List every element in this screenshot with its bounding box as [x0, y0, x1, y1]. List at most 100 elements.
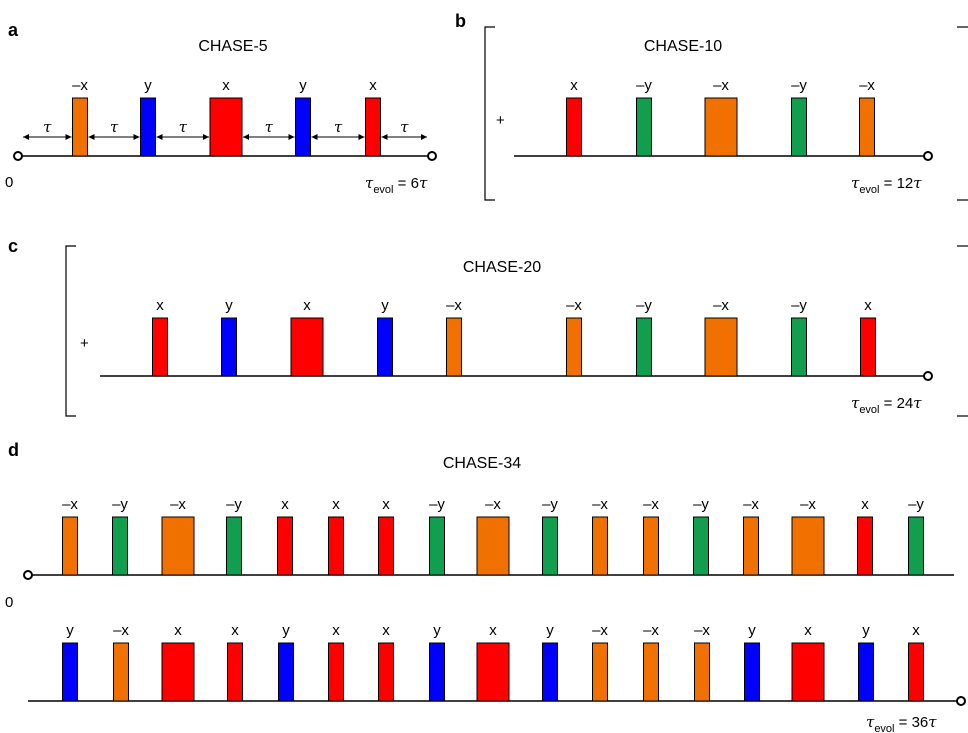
pulse-x	[227, 642, 243, 702]
pulse-minus-y	[429, 516, 445, 576]
pulse-x	[791, 642, 825, 702]
pulse-phase-label: x	[861, 496, 869, 513]
sequence-title: CHASE-34	[443, 455, 521, 472]
pulse-phase-label: –x	[743, 496, 759, 513]
pulse-phase-label: –y	[693, 496, 709, 513]
pulse-phase-label: –x	[694, 622, 710, 639]
pulse-minus-x	[592, 516, 608, 576]
pulse-minus-y	[693, 516, 709, 576]
pulse-phase-label: x	[332, 496, 340, 513]
pulse-phase-label: x	[804, 622, 812, 639]
pulse-phase-label: –y	[791, 297, 807, 314]
pulse-phase-label: y	[748, 622, 756, 639]
tau-interval: τ	[88, 118, 140, 140]
pulse-minus-x	[743, 516, 759, 576]
sequence-title: CHASE-5	[198, 38, 267, 55]
pulse-phase-label: x	[382, 496, 390, 513]
pulse-minus-x	[62, 516, 78, 576]
panel-letter-c: c	[8, 236, 18, 256]
pulse-x	[290, 317, 324, 377]
pulse-y	[278, 642, 294, 702]
tau-interval: τ	[156, 118, 209, 140]
pulse-phase-label: –y	[636, 77, 652, 94]
pulse-minus-y	[636, 317, 652, 377]
pulse-x	[328, 516, 344, 576]
pulse-phase-label: y	[862, 622, 870, 639]
sequence-title: CHASE-20	[463, 259, 541, 276]
pulse-phase-label: x	[332, 622, 340, 639]
pulse-x	[378, 642, 394, 702]
pulse-phase-label: x	[382, 622, 390, 639]
pulse-phase-label: –x	[72, 77, 88, 94]
pulse-phase-label: –x	[643, 622, 659, 639]
pulse-phase-label: –x	[170, 496, 186, 513]
pulse-minus-x	[72, 97, 88, 157]
pulse-y	[295, 97, 311, 157]
tau-interval: τ	[243, 118, 295, 140]
tau-label: τ	[400, 118, 409, 136]
pulse-phase-label: –y	[636, 297, 652, 314]
pulse-minus-x	[643, 516, 659, 576]
pulse-minus-y	[636, 97, 652, 157]
pulse-phase-label: –x	[485, 496, 501, 513]
pulse-minus-x	[791, 516, 825, 576]
evolution-time-label: τevol = 36τ	[866, 713, 937, 733]
pulse-minus-x	[476, 516, 510, 576]
panel-letter-d: d	[8, 440, 19, 460]
pulse-x	[365, 97, 381, 157]
pulse-minus-x	[643, 642, 659, 702]
pulse-phase-label: –x	[446, 297, 462, 314]
pulse-phase-label: –x	[62, 496, 78, 513]
pulse-x	[328, 642, 344, 702]
pulse-phase-label: x	[281, 496, 289, 513]
pulse-minus-y	[542, 516, 558, 576]
tau-label: τ	[265, 118, 274, 136]
panel-letter-a: a	[8, 20, 19, 40]
pulse-y	[429, 642, 445, 702]
pulse-phase-label: x	[156, 297, 164, 314]
tau-interval: τ	[23, 118, 72, 140]
pulse-y	[542, 642, 558, 702]
tau-label: τ	[110, 118, 119, 136]
pulse-x	[209, 97, 243, 157]
panel-d: d CHASE-34 –x –y –x –y x x x –y –x –y –x –x –y –x –x x –y y…	[5, 440, 966, 733]
pulse-minus-y	[112, 516, 128, 576]
pulse-phase-label: –y	[112, 496, 128, 513]
start-marker	[13, 151, 23, 161]
pulse-phase-label: x	[222, 77, 230, 94]
panel-b: b CHASE-10 + x –y –x –y –x τevol = 12τ	[455, 11, 968, 201]
end-marker	[923, 151, 933, 161]
pulse-minus-y	[908, 516, 924, 576]
evolution-time-label: τevol = 24τ	[851, 394, 922, 416]
pulse-phase-label: x	[864, 297, 872, 314]
evolution-time-label: τevol = 6τ	[365, 174, 428, 196]
pulse-minus-x	[113, 642, 129, 702]
plus-sign: +	[80, 335, 89, 352]
pulse-phase-label: –x	[566, 297, 582, 314]
pulse-x	[161, 642, 195, 702]
pulse-phase-label: y	[66, 622, 74, 639]
pulse-phase-label: –x	[592, 622, 608, 639]
sequence-title: CHASE-10	[644, 38, 722, 55]
pulse-minus-y	[791, 317, 807, 377]
evolution-time-label: τevol = 12τ	[851, 174, 922, 196]
left-bracket	[484, 26, 495, 201]
pulse-minus-x	[592, 642, 608, 702]
pulse-row-1: –x –y –x –y x x x –y –x –y –x –x –y –x –x x –y	[23, 496, 954, 580]
pulse-x	[857, 516, 873, 576]
tau-label: τ	[179, 118, 188, 136]
pulse-phase-label: x	[912, 622, 920, 639]
pulse-minus-x	[704, 97, 738, 157]
tau-interval: τ	[381, 118, 427, 140]
pulse-phase-label: –x	[113, 622, 129, 639]
pulse-phase-label: –x	[713, 297, 729, 314]
pulse-phase-label: y	[144, 77, 152, 94]
pulse-phase-label: –x	[859, 77, 875, 94]
pulse-minus-y	[226, 516, 242, 576]
pulse-x	[860, 317, 876, 377]
pulse-y	[377, 317, 393, 377]
pulse-phase-label: –x	[592, 496, 608, 513]
pulse-y	[62, 642, 78, 702]
pulse-phase-label: –y	[542, 496, 558, 513]
